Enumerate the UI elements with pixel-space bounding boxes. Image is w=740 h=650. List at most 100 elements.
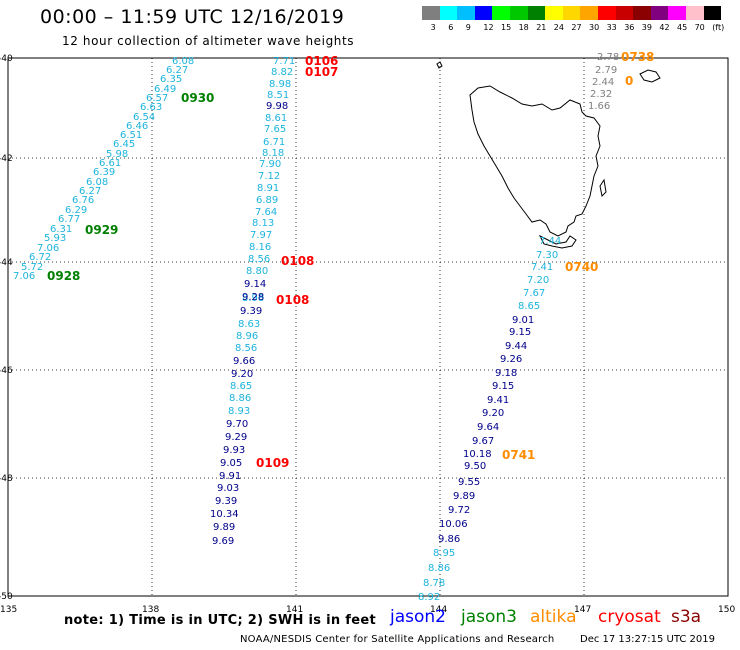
wave-height-value: 7.30 xyxy=(536,250,558,261)
wave-height-value: 9.05 xyxy=(220,458,242,469)
wave-height-value: 8.92 xyxy=(418,592,440,603)
king-island xyxy=(436,61,443,69)
wave-height-value: 6.49 xyxy=(154,84,176,95)
wave-height-value: 6.08 xyxy=(86,177,108,188)
wave-height-value: 2.32 xyxy=(590,89,612,100)
wave-height-value: 7.06 xyxy=(13,271,35,282)
wave-height-value: 9.69 xyxy=(212,536,234,547)
pass-time-label: 0738 xyxy=(621,50,654,64)
wave-height-value: 6.46 xyxy=(126,121,148,132)
satellite-legend-jason2: jason2 xyxy=(390,607,446,627)
lat-tick-label: -42 xyxy=(0,154,13,164)
legend-label: 18 xyxy=(518,23,529,32)
wave-height-value: 8.51 xyxy=(267,90,289,101)
satellite-legend-s3a: s3a xyxy=(671,607,702,627)
pass-time-label: 0108 xyxy=(281,254,314,268)
satellite-legend-altika: altika xyxy=(530,607,577,627)
wave-height-value: 7.12 xyxy=(258,171,280,182)
pass-time-label: 0741 xyxy=(502,448,535,462)
legend-label: 9 xyxy=(465,23,471,32)
lat-tick-label: -40 xyxy=(0,54,13,64)
wave-height-value: 8.65 xyxy=(230,381,252,392)
legend-label: 33 xyxy=(606,23,617,32)
wave-height-value: 9.39 xyxy=(240,306,262,317)
wave-height-value: 9.44 xyxy=(505,341,527,352)
wave-height-value: 8.56 xyxy=(235,343,257,354)
wave-height-value: 8.91 xyxy=(257,183,279,194)
wave-height-value: 6.77 xyxy=(58,214,80,225)
legend-label: 39 xyxy=(641,23,652,32)
wave-height-value: 6.35 xyxy=(160,74,182,85)
wave-height-value: 7.64 xyxy=(255,207,277,218)
wave-height-value: 9.67 xyxy=(472,436,494,447)
legend-swatch xyxy=(422,6,440,20)
wave-height-value: 9.26 xyxy=(500,354,522,365)
wave-height-value: 6.61 xyxy=(99,158,121,169)
wave-height-value: 6.27 xyxy=(166,65,188,76)
wave-height-value: 7.97 xyxy=(250,230,272,241)
legend-swatch xyxy=(633,6,651,20)
wave-height-value: 9.89 xyxy=(213,522,235,533)
wave-height-value: 2.44 xyxy=(592,77,614,88)
legend-swatch xyxy=(474,6,493,20)
pass-time-label: 0108 xyxy=(276,293,309,307)
wave-height-value: 5.98 xyxy=(106,149,128,160)
wave-height-value: 8.16 xyxy=(249,242,271,253)
wave-height-value: 9.14 xyxy=(244,279,266,290)
wave-height-value: 7.41 xyxy=(531,262,553,273)
wave-height-value: 8.82 xyxy=(271,67,293,78)
wave-height-value: 8.98 xyxy=(242,293,264,304)
wave-height-value: 7.67 xyxy=(523,288,545,299)
legend-swatch xyxy=(527,6,546,20)
wave-height-value: 9.70 xyxy=(226,419,248,430)
lat-tick-label: -44 xyxy=(0,258,13,268)
legend-swatch xyxy=(686,6,704,20)
lon-tick-label: 138 xyxy=(142,605,159,615)
wave-height-value: 5.72 xyxy=(21,262,43,273)
legend-label: (ft) xyxy=(712,23,725,32)
wave-height-value: 7.44 xyxy=(539,236,561,247)
wave-height-value: 10.06 xyxy=(439,519,468,530)
satellite-legend-cryosat: cryosat xyxy=(598,607,661,627)
lat-tick-label: -50 xyxy=(0,592,13,602)
wave-height-value: 6.51 xyxy=(120,130,142,141)
wave-height-value: 7.06 xyxy=(37,243,59,254)
wave-height-value: 9.20 xyxy=(482,408,504,419)
wave-height-value: 6.54 xyxy=(133,112,155,123)
wave-height-value: 8.86 xyxy=(428,563,450,574)
wave-height-value: 6.63 xyxy=(140,102,162,113)
tasmania-south-coast xyxy=(538,234,577,249)
wave-height-value: 9.66 xyxy=(233,356,255,367)
tasmania-coastline xyxy=(436,61,661,249)
wave-height-value: 6.71 xyxy=(263,137,285,148)
wave-height-value: 7.65 xyxy=(264,124,286,135)
wave-height-value: 9.55 xyxy=(458,477,480,488)
wave-height-value: 1.66 xyxy=(588,101,610,112)
wave-height-value: 9.93 xyxy=(223,445,245,456)
map-title: 00:00 – 11:59 UTC 12/16/2019 xyxy=(40,6,345,28)
wave-height-value: 9.18 xyxy=(495,368,517,379)
wave-height-value: 2.79 xyxy=(595,65,617,76)
wave-height-value: 8.65 xyxy=(518,301,540,312)
legend-label: 6 xyxy=(448,23,454,32)
legend-label: 15 xyxy=(501,23,512,32)
lon-tick-label: 144 xyxy=(430,605,447,615)
pass-time-label: 0930 xyxy=(181,91,214,105)
color-scale-legend: 3 6 9 12 15 18 21 24 27 30 33 36 39 42 45 70 (ft) xyxy=(0,0,740,40)
legend-swatch xyxy=(545,6,563,20)
wave-height-value: 9.03 xyxy=(217,483,239,494)
wave-height-value: 6.29 xyxy=(65,205,87,216)
map-frame xyxy=(7,57,729,597)
wave-height-value: 8.80 xyxy=(246,266,268,277)
legend-label: 12 xyxy=(483,23,494,32)
legend-label: 36 xyxy=(624,23,635,32)
wave-height-value: 8.18 xyxy=(262,148,284,159)
wave-height-value: 9.41 xyxy=(487,395,509,406)
wave-height-value: 8.86 xyxy=(229,393,251,404)
wave-height-value: 9.50 xyxy=(464,461,486,472)
legend-swatch xyxy=(492,6,510,20)
wave-height-value: 8.93 xyxy=(228,406,250,417)
wave-height-value: 6.08 xyxy=(172,56,194,67)
